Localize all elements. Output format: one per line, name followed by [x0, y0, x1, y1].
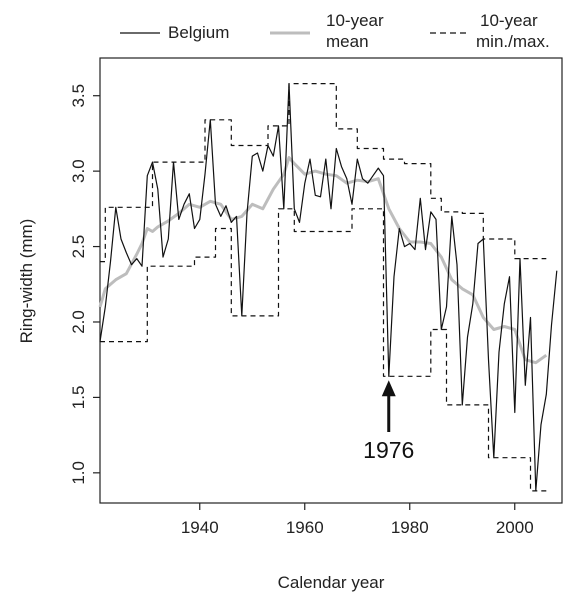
series-layer	[98, 82, 558, 492]
legend-label-minmax-line2: min./max.	[476, 32, 550, 51]
annotation-1976: 1976	[363, 380, 414, 463]
y-tick-label: 3.0	[69, 159, 88, 183]
y-tick-label: 3.5	[69, 84, 88, 108]
legend: Belgium 10-year mean 10-year min./max.	[120, 11, 550, 51]
legend-label-mean-line1: 10-year	[326, 11, 384, 30]
series-line-belgium	[99, 82, 558, 492]
x-axis: 1940 1960 1980 2000	[181, 503, 534, 537]
plot-frame	[99, 57, 563, 504]
y-axis: 1.0 1.5 2.0 2.5 3.0 3.5	[69, 84, 100, 485]
x-tick-label: 1940	[181, 518, 219, 537]
x-tick-label: 2000	[496, 518, 534, 537]
legend-label-minmax-line1: 10-year	[480, 11, 538, 30]
legend-label-mean-line2: mean	[326, 32, 369, 51]
series-line-min	[100, 208, 547, 492]
annotation-label: 1976	[363, 437, 414, 463]
y-tick-label: 1.5	[69, 386, 88, 410]
annotation-arrow-head	[381, 380, 396, 397]
series-line-mean	[98, 156, 548, 365]
y-tick-label: 2.0	[69, 310, 88, 334]
y-axis-title: Ring-width (mm)	[17, 219, 36, 344]
y-tick-label: 2.5	[69, 235, 88, 259]
legend-label-belgium: Belgium	[168, 23, 229, 42]
x-axis-title: Calendar year	[278, 573, 385, 592]
x-tick-label: 1960	[286, 518, 324, 537]
y-tick-label: 1.0	[69, 461, 88, 485]
series-line-max	[100, 82, 547, 263]
x-tick-label: 1980	[391, 518, 429, 537]
